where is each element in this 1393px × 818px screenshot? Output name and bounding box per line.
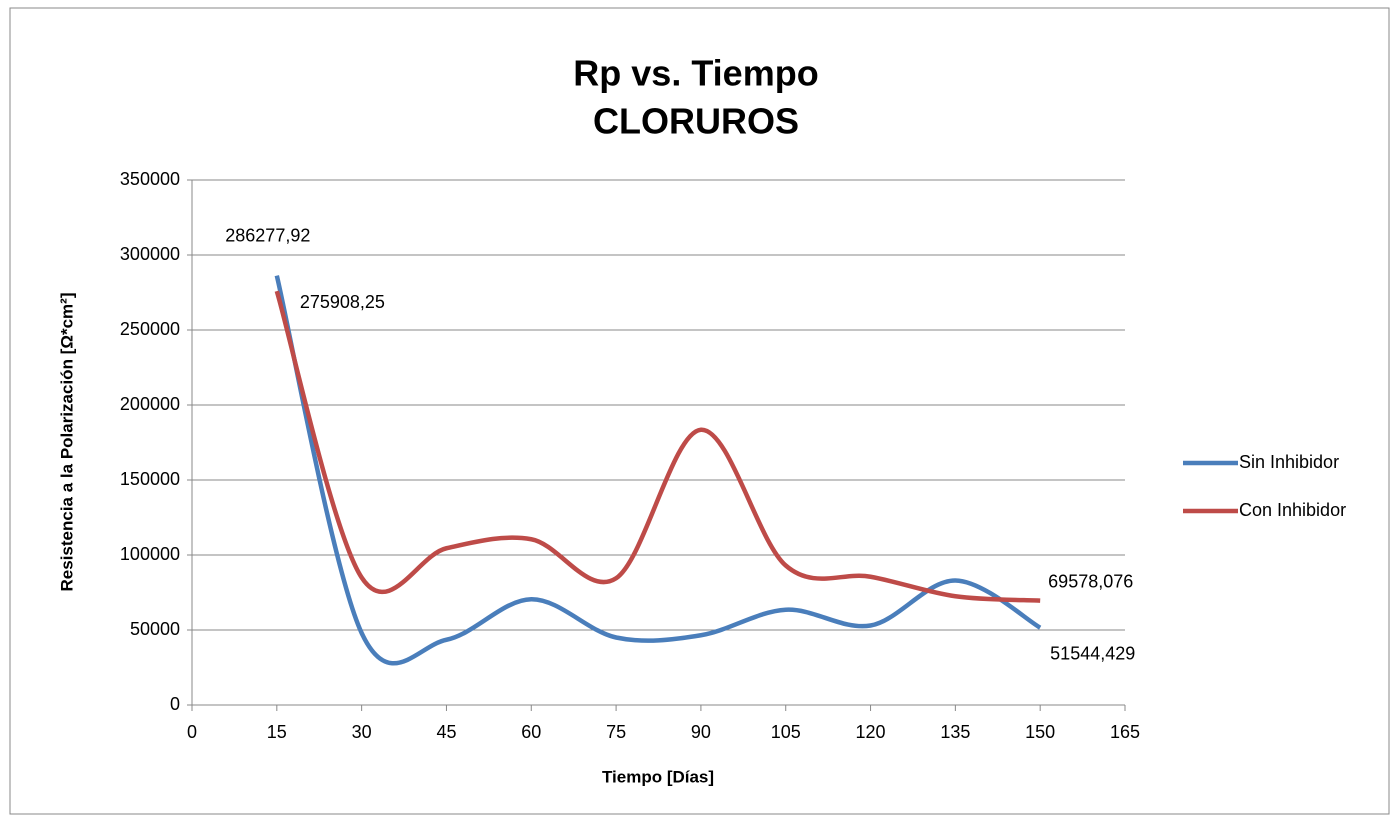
y-tick-label: 300000 xyxy=(120,244,180,264)
legend-label: Con Inhibidor xyxy=(1239,500,1346,520)
chart-subtitle: CLORUROS xyxy=(593,101,799,142)
x-tick-label: 30 xyxy=(352,722,372,742)
data-label: 69578,076 xyxy=(1048,571,1133,591)
y-tick-label: 150000 xyxy=(120,469,180,489)
x-tick-label: 60 xyxy=(521,722,541,742)
y-tick-label: 250000 xyxy=(120,319,180,339)
series-line xyxy=(274,275,1042,666)
data-label: 286277,92 xyxy=(225,225,310,245)
x-axis-title: Tiempo [Días] xyxy=(602,767,714,786)
y-tick-label: 100000 xyxy=(120,544,180,564)
x-tick-label: 45 xyxy=(436,722,456,742)
series-line xyxy=(274,290,1041,603)
x-tick-label: 150 xyxy=(1025,722,1055,742)
x-tick-label: 135 xyxy=(940,722,970,742)
y-tick-label: 350000 xyxy=(120,169,180,189)
y-tick-label: 50000 xyxy=(130,619,180,639)
x-tick-label: 75 xyxy=(606,722,626,742)
y-tick-label: 200000 xyxy=(120,394,180,414)
x-tick-label: 0 xyxy=(187,722,197,742)
chart-title: Rp vs. Tiempo xyxy=(573,53,818,94)
chart-border xyxy=(9,7,1390,815)
y-axis-title: Resistencia a la Polarización [Ω*cm²] xyxy=(57,293,76,592)
x-tick-label: 90 xyxy=(691,722,711,742)
legend-label: Sin Inhibidor xyxy=(1239,452,1339,472)
y-tick-label: 0 xyxy=(170,694,180,714)
x-tick-label: 105 xyxy=(771,722,801,742)
x-tick-label: 120 xyxy=(856,722,886,742)
x-tick-label: 165 xyxy=(1110,722,1140,742)
data-label: 275908,25 xyxy=(300,292,385,312)
x-tick-label: 15 xyxy=(267,722,287,742)
data-label: 51544,429 xyxy=(1050,643,1135,663)
